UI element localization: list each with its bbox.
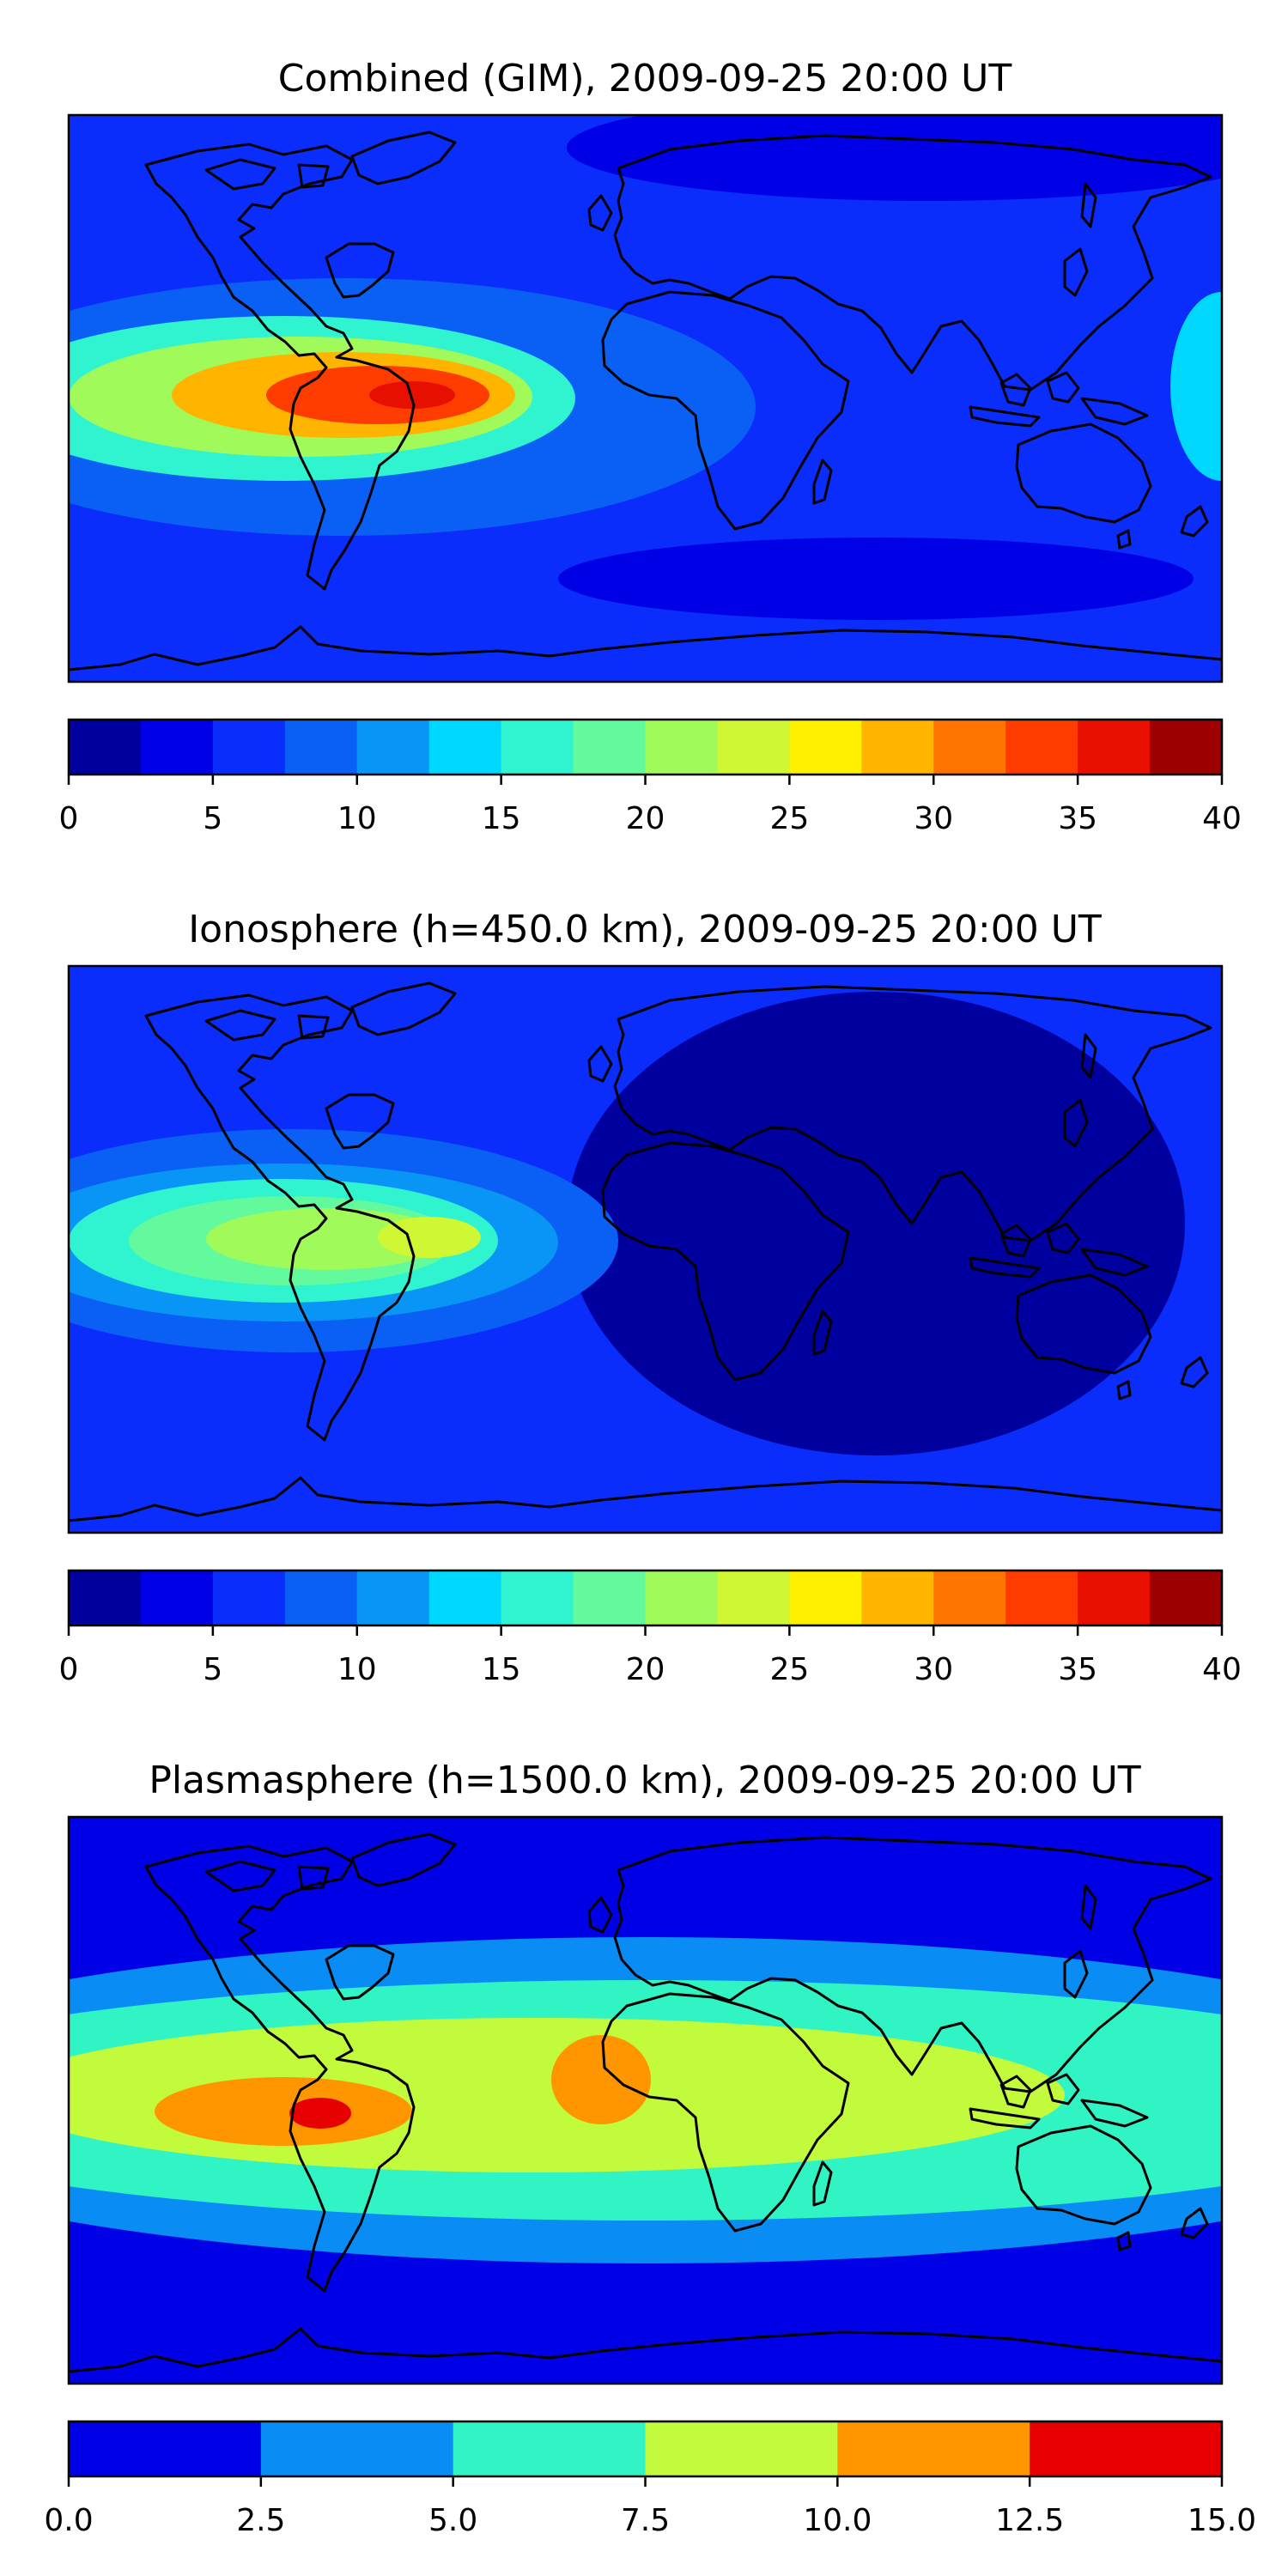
colorbar-segment [789,1571,862,1625]
colorbar-tick-label: 0 [59,1652,79,1687]
colorbar-segment [428,1571,502,1625]
colorbar-segment [933,1571,1006,1625]
field-contour-pacific-maximum [289,2098,351,2129]
map-frame-combined [67,113,1224,683]
colorbar-segment [573,720,647,775]
colorbar-tick-label: 5 [203,801,222,836]
colorbar-segment [453,2421,647,2476]
colorbar-tick-label: 20 [626,801,665,836]
colorbar-segment [789,720,862,775]
colorbar-segment [501,720,574,775]
field-contour-night-side [567,992,1185,1455]
colorbar-tick-label: 5 [203,1652,222,1687]
colorbar-tick-label: 25 [769,1652,809,1687]
colorbar-tick-label: 40 [1202,801,1242,836]
colorbar-ionosphere: 0 5 10 15 20 25 30 35 40 [59,1569,1242,1687]
field-contour-pacific-enhancement [155,2077,412,2146]
colorbar-tick-label: 30 [914,1652,953,1687]
colorbar-segment [140,1571,214,1625]
colorbar-segment [69,1571,142,1625]
heatmap-field-ionosphere [69,966,1222,1533]
colorbar-tick-label: 25 [769,801,809,836]
map-title-ionosphere: Ionosphere (h=450.0 km), 2009-09-25 20:0… [188,908,1102,951]
colorbar-segment [1005,720,1078,775]
colorbar-segment [212,720,286,775]
colorbar-segment [861,1571,934,1625]
colorbar-segment [573,1571,647,1625]
colorbar-tick-label: 30 [914,801,953,836]
map-frame-ionosphere [67,964,1224,1534]
colorbar-combined: 0 5 10 15 20 25 30 35 40 [59,718,1242,836]
field-contour-anomaly-peak [378,1217,481,1258]
colorbar-segment [1150,720,1223,775]
colorbar-segment [1005,1571,1078,1625]
field-contour-eurasia [567,115,1222,201]
colorbar-tick-label: 10.0 [803,2503,872,2538]
field-contour-maximum [369,381,455,409]
panel-combined: Combined (GIM), 2009-09-25 20:00 UT 0 5 10… [59,57,1242,836]
colorbar-segment [428,720,502,775]
colorbar-segment [140,720,214,775]
colorbar-segment [69,720,142,775]
colorbar-tick-label: 40 [1202,1652,1242,1687]
colorbar-segment [933,720,1006,775]
colorbar-segment [1030,2421,1223,2476]
colorbar-segment [861,720,934,775]
colorbar-tick-label: 2.5 [236,2503,285,2538]
field-contour-anomaly-inner [206,1208,447,1270]
colorbar-segment [645,1571,719,1625]
colorbar-segment [284,1571,358,1625]
colorbar-tick-label: 35 [1058,801,1097,836]
colorbar-segment [645,2421,838,2476]
colorbar-segment [501,1571,574,1625]
colorbar-segment [356,1571,430,1625]
colorbar-tick-label: 10 [337,801,377,836]
colorbar-segment [356,720,430,775]
panel-ionosphere: Ionosphere (h=450.0 km), 2009-09-25 20:0… [59,908,1242,1687]
colorbar-segment [212,1571,286,1625]
colorbar-segment [645,720,719,775]
colorbar-tick-label: 35 [1058,1652,1097,1687]
colorbar-segment [717,720,790,775]
colorbar-tick-label: 5.0 [428,2503,477,2538]
colorbar-tick-label: 7.5 [621,2503,670,2538]
colorbar-segment [717,1571,790,1625]
colorbar-tick-label: 15 [482,1652,521,1687]
colorbar-tick-label: 15.0 [1188,2503,1256,2538]
colorbar-tick-label: 12.5 [995,2503,1064,2538]
map-title-plasmasphere: Plasmasphere (h=1500.0 km), 2009-09-25 2… [149,1759,1140,1802]
field-contour-western-pacific [1170,292,1222,481]
colorbar-tick-label: 0.0 [44,2503,93,2538]
map-title-combined: Combined (GIM), 2009-09-25 20:00 UT [278,57,1012,100]
map-frame-plasmasphere [67,1815,1224,2385]
colorbar-tick-label: 10 [337,1652,377,1687]
colorbar-segment [69,2421,262,2476]
colorbar-segment [837,2421,1030,2476]
colorbar-segment [1078,1571,1151,1625]
field-contour-equatorial [69,2018,1065,2172]
colorbar-segment [260,2421,454,2476]
field-contour-southern-ocean [558,538,1194,620]
colorbar-tick-label: 15 [482,801,521,836]
colorbar-tick-label: 0 [59,801,79,836]
panel-plasmasphere: Plasmasphere (h=1500.0 km), 2009-09-25 2… [44,1759,1256,2538]
heatmap-field-combined [69,115,1222,682]
field-contour-africa-enhancement [551,2035,651,2124]
colorbar-tick-label: 20 [626,1652,665,1687]
colorbar-segment [1078,720,1151,775]
colorbar-plasmasphere: 0.0 2.5 5.0 7.5 10.0 12.5 15.0 [44,2420,1256,2538]
colorbar-segment [284,720,358,775]
colorbar-segment [1150,1571,1223,1625]
